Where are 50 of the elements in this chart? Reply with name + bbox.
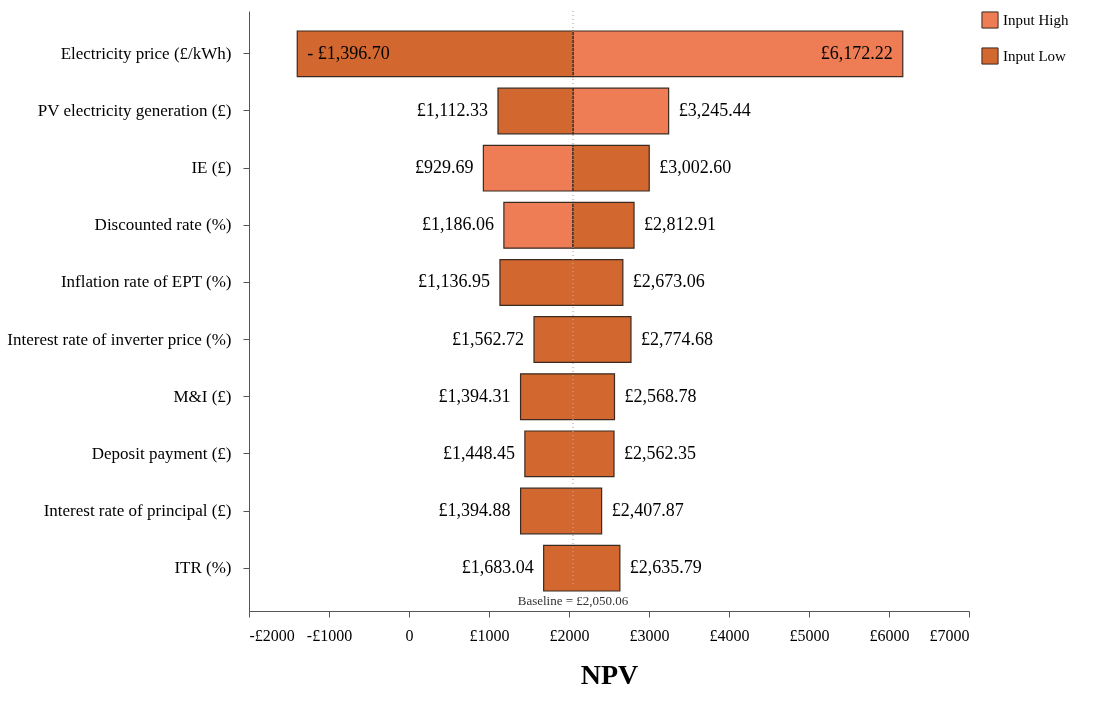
annotation: £1,394.31 <box>438 385 511 406</box>
x-tick-label: £1000 <box>469 626 510 644</box>
annotation: £2,673.06 <box>632 271 705 292</box>
y-tick-label: Discounted rate (%) <box>94 215 232 235</box>
x-tick-label: £6000 <box>869 626 910 644</box>
annotation: £2,562.35 <box>623 442 696 463</box>
x-tick-label: £2000 <box>549 626 590 644</box>
y-tick-label: M&I (£) <box>173 386 232 406</box>
annotation: £2,407.87 <box>611 500 684 520</box>
legend-label: Input Low <box>1003 48 1067 64</box>
x-tick-label: 0 <box>405 626 414 644</box>
annotation: £1,394.88 <box>438 500 511 520</box>
annotation: £3,245.44 <box>678 100 751 120</box>
annotation: £1,562.72 <box>452 328 525 349</box>
x-tick-label: £3000 <box>629 626 670 644</box>
annotation: £2,774.68 <box>640 328 713 349</box>
bar <box>543 544 621 592</box>
bar <box>519 487 603 535</box>
bar <box>524 430 615 478</box>
x-tick-label: £5000 <box>789 626 830 644</box>
annotation: £1,448.45 <box>442 442 515 463</box>
y-tick-label: Deposit payment (£) <box>91 443 232 463</box>
annotation: £1,683.04 <box>461 557 534 578</box>
annotation: £1,136.95 <box>417 271 490 292</box>
y-tick-label: Interest rate of principal (£) <box>43 501 232 520</box>
annotation: £2,635.79 <box>629 557 702 578</box>
x-axis-title: NPV <box>580 658 639 690</box>
annotation: £1,112.33 <box>416 100 488 120</box>
x-tick-label: £7000 <box>929 626 970 644</box>
bar <box>519 373 616 421</box>
bar <box>499 258 624 306</box>
x-tick-label: -£1000 <box>306 626 353 644</box>
y-tick-label: Inflation rate of EPT (%) <box>60 272 232 292</box>
legend-label: Input High <box>1003 12 1069 28</box>
annotation: £2,812.91 <box>644 214 717 235</box>
annotation: £929.69 <box>414 157 474 178</box>
x-tick-label: -£2000 <box>249 626 295 644</box>
y-tick-label: Electricity price (£/kWh) <box>60 43 232 63</box>
y-tick-label: IE (£) <box>191 158 232 178</box>
y-tick-label: Interest rate of inverter price (%) <box>7 329 232 349</box>
annotation: - £1,396.70 <box>307 42 390 63</box>
y-tick-label: PV electricity generation (£) <box>37 101 232 120</box>
annotation: £1,186.06 <box>421 214 494 235</box>
ref-line-label: Baseline = £2,050.06 <box>517 593 629 608</box>
bar <box>533 316 632 364</box>
annotation: £3,002.60 <box>659 157 732 178</box>
x-tick-label: £4000 <box>709 626 750 644</box>
y-tick-label: ITR (%) <box>174 558 232 578</box>
annotation: £2,568.78 <box>624 385 697 406</box>
annotation: £6,172.22 <box>820 42 893 63</box>
